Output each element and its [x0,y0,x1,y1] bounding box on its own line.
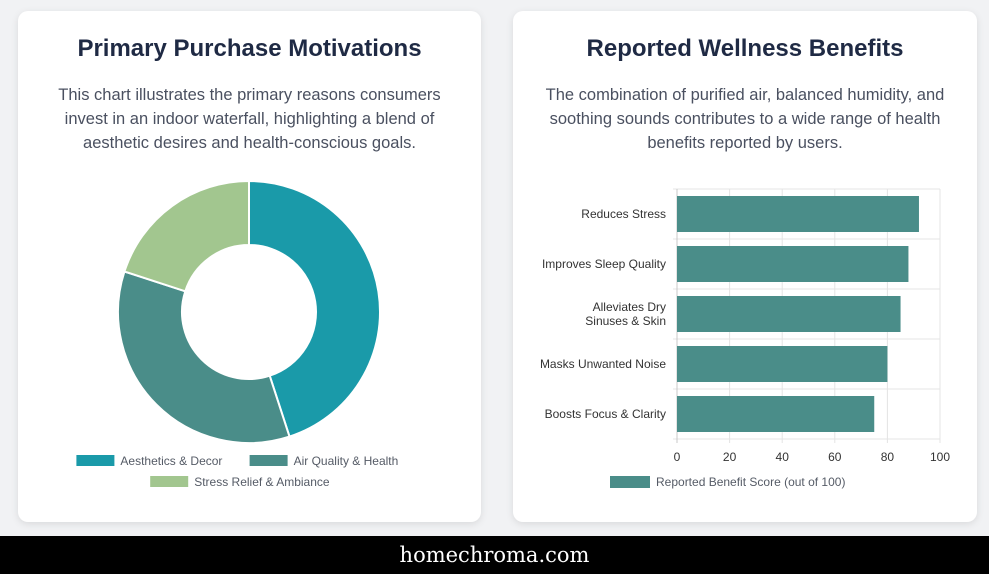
motivations-card: Primary Purchase Motivations This chart … [18,11,481,522]
bar-boosts-focus-and-clarity [677,396,875,432]
bar-masks-unwanted-noise [677,346,888,382]
x-tick-label: 20 [723,450,737,464]
motivations-description: This chart illustrates the primary reaso… [58,86,441,152]
x-tick-label: 60 [828,450,842,464]
category-label-improves-sleep-quality: Improves Sleep Quality [542,257,666,271]
bar-alleviates-dry-sinuses-and-skin [677,296,901,332]
legend-swatch-air-quality-and-health [249,455,288,466]
legend-label-aesthetics-and-decor: Aesthetics & Decor [120,454,222,468]
category-label-masks-unwanted-noise: Masks Unwanted Noise [540,357,666,371]
bar-improves-sleep-quality [677,246,909,282]
motivations-title: Primary Purchase Motivations [77,35,422,62]
category-label-reduces-stress: Reduces Stress [581,207,666,221]
bar-reduces-stress [677,196,919,232]
category-label-boosts-focus-and-clarity: Boosts Focus & Clarity [545,407,666,421]
legend-label-stress-relief-and-ambiance: Stress Relief & Ambiance [194,475,330,489]
donut-slice-air-quality-and-health [117,270,291,444]
donut-slice-stress-relief-and-ambiance [123,179,250,293]
benefits-bar-chart: 0 20 40 60 80 100 Reduces Stress Improves Sleep… [540,188,950,489]
category-label-alleviates-dry-sinuses-and-skin: Alleviates Dry Sinuses & Skin [585,300,666,328]
benefits-card: Reported Wellness Benefits The combinati… [513,11,977,522]
site-footer: homechroma.com [0,536,989,574]
x-tick-label: 40 [776,450,790,464]
x-tick-label: 100 [930,450,950,464]
benefits-title: Reported Wellness Benefits [586,35,904,62]
legend-swatch-aesthetics-and-decor [76,455,115,466]
legend-label-benefit-score: Reported Benefit Score (out of 100) [656,475,845,489]
x-tick-label: 80 [881,450,895,464]
donut-slice-aesthetics-and-decor [248,179,381,438]
legend-label-air-quality-and-health: Air Quality & Health [294,454,399,468]
x-tick-label: 0 [674,450,681,464]
legend-swatch-stress-relief-and-ambiance [150,476,189,487]
legend-swatch-benefit-score [610,476,650,488]
benefits-description: The combination of purified air, balance… [545,86,945,152]
motivations-donut-chart: Aesthetics & Decor Air Quality & Health St… [76,179,399,489]
